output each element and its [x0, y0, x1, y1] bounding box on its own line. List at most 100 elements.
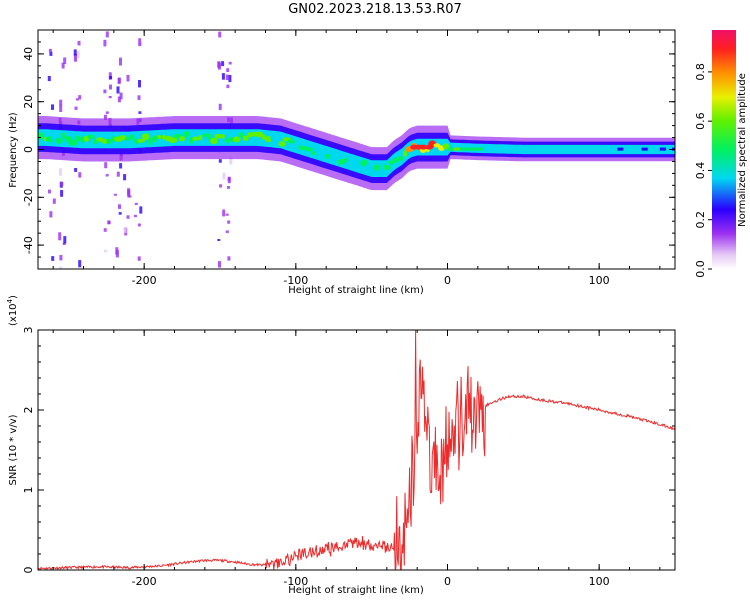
noise-cell — [62, 242, 66, 245]
ridge-blob — [137, 138, 146, 143]
xtick-label: -200 — [132, 274, 157, 287]
noise-cell — [219, 184, 223, 188]
noise-cell — [218, 159, 222, 163]
noise-cell — [105, 174, 109, 177]
ridge-segment — [544, 147, 552, 151]
noise-cell — [115, 250, 119, 258]
ridge-blob — [347, 162, 354, 167]
ridge-blob — [242, 135, 249, 141]
ridge-blob — [38, 132, 45, 140]
ridge-segment — [453, 147, 461, 151]
ridge-blob — [320, 149, 327, 156]
ytick-label: -20 — [22, 188, 35, 206]
ridge-blob — [264, 136, 273, 143]
noise-cell — [58, 168, 62, 176]
noise-cell — [103, 89, 107, 94]
ridge-blob — [129, 134, 135, 141]
ytick-label: 20 — [22, 95, 35, 109]
noise-cell — [74, 53, 77, 62]
noise-cell — [49, 51, 53, 56]
ridge-segment — [532, 147, 540, 151]
noise-cell — [225, 230, 229, 234]
noise-cell — [108, 96, 112, 99]
ridge-segment — [477, 147, 485, 151]
noise-cell — [74, 168, 78, 172]
ridge-blob — [173, 133, 182, 139]
noise-cell — [75, 98, 79, 101]
ridge-blob — [74, 135, 80, 142]
ridge-segment — [508, 147, 516, 151]
noise-cell — [229, 157, 233, 165]
ridge-peak — [425, 144, 434, 150]
noise-cell — [104, 162, 108, 169]
noise-cell — [227, 256, 231, 261]
ridge-segment — [653, 147, 661, 151]
snr-ylabel: SNR (10 * v/v) — [8, 414, 19, 485]
xtick-label: 0 — [444, 575, 451, 588]
xtick-label: -100 — [283, 575, 308, 588]
noise-cell — [217, 239, 221, 241]
ridge-blob — [207, 133, 212, 140]
ridge-segment — [611, 147, 619, 151]
noise-cell — [226, 68, 230, 72]
noise-cell — [77, 40, 81, 46]
noise-cell — [118, 204, 121, 209]
ridge-blob — [360, 159, 368, 167]
colorbar-gradient — [712, 30, 736, 269]
ridge-band — [38, 129, 675, 177]
ridge-segment — [629, 147, 637, 151]
noise-cell — [118, 212, 122, 215]
noise-cell — [119, 57, 122, 66]
ridge-segment — [599, 147, 607, 151]
ridge-blob — [238, 132, 244, 138]
noise-cell — [126, 215, 130, 219]
ridge-blob — [382, 164, 391, 170]
ytick-label: 40 — [22, 47, 35, 61]
noise-cell — [116, 171, 120, 177]
noise-cell — [127, 189, 131, 198]
ridge-segment — [502, 147, 510, 151]
snr-axes: -200 -100 0 100 0 1 2 3 — [22, 327, 675, 588]
ridge-segment — [447, 147, 455, 151]
ridge-blob — [141, 133, 150, 141]
noise-cell — [59, 266, 63, 269]
noise-cell — [218, 103, 222, 111]
ridge-blob — [343, 157, 348, 163]
noise-cell — [138, 111, 142, 114]
noise-cell — [61, 62, 65, 69]
noise-cell — [116, 86, 120, 94]
xtick-label: 100 — [589, 575, 610, 588]
colorbar-label: Normalized spectral amplitude — [737, 73, 748, 227]
noise-cell — [73, 49, 77, 56]
noise-cell — [60, 181, 64, 186]
ridge-blob — [61, 132, 66, 139]
ridge-segment — [617, 147, 625, 151]
noise-cell — [49, 211, 53, 218]
xtick-label: -200 — [132, 575, 157, 588]
ridge-blob — [198, 134, 203, 141]
noise-cell — [78, 95, 82, 100]
ridge-segment — [647, 147, 655, 151]
noise-cell — [52, 198, 56, 204]
ridge-segment — [641, 147, 649, 151]
ridge-segment — [483, 147, 491, 151]
chart-title: GN02.2023.218.13.53.R07 — [288, 2, 462, 17]
ytick-label: 3 — [22, 327, 35, 334]
noise-cell — [59, 99, 63, 106]
noise-cell — [51, 104, 54, 110]
noise-cell — [119, 163, 123, 169]
ridge-blob — [397, 156, 404, 161]
noise-cell — [78, 172, 82, 178]
xtick-label: -100 — [283, 274, 308, 287]
spectrogram-heatmap — [38, 31, 675, 269]
noise-cell — [221, 61, 225, 67]
spectrogram-ylabel: Frequency (Hz) — [8, 112, 19, 188]
noise-cell — [133, 214, 137, 218]
colorbar-tick-label: 0.0 — [694, 260, 707, 278]
noise-cell — [228, 75, 232, 83]
ridge-blob — [293, 142, 299, 148]
ytick-label: 2 — [22, 407, 35, 414]
snr-series-line — [37, 329, 676, 571]
